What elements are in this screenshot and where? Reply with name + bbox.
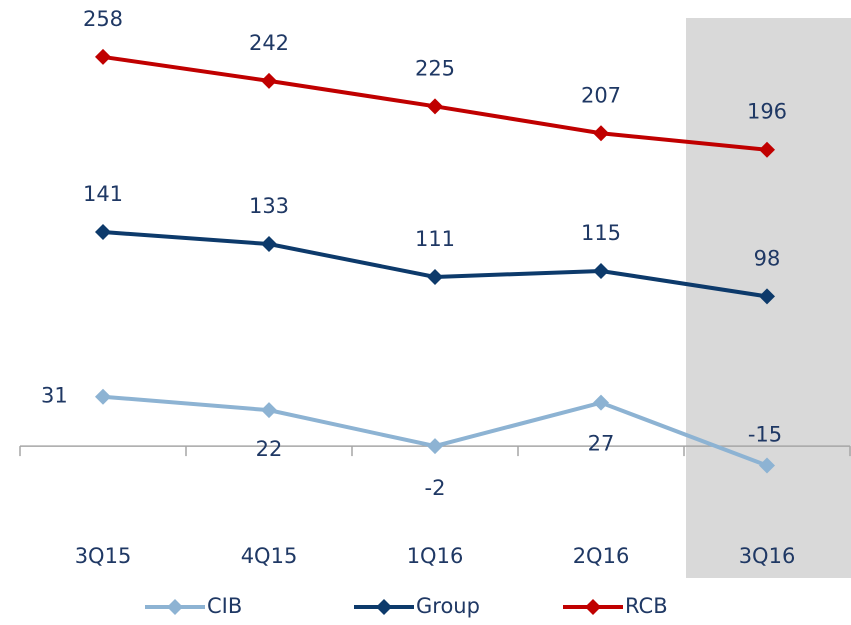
data-label: 31 xyxy=(41,384,68,408)
legend-marker xyxy=(376,599,392,615)
data-label: 141 xyxy=(83,182,123,206)
data-label: 242 xyxy=(249,31,289,55)
data-label: -15 xyxy=(748,423,782,447)
point xyxy=(427,268,443,285)
point xyxy=(427,438,443,455)
x-tick-label: 2Q16 xyxy=(573,544,630,568)
point xyxy=(95,388,111,405)
legend-label: CIB xyxy=(207,594,242,618)
point xyxy=(427,98,443,115)
legend-marker xyxy=(167,599,183,615)
data-label: 225 xyxy=(415,56,455,80)
x-tick-label: 4Q15 xyxy=(241,544,298,568)
data-label: 258 xyxy=(83,7,123,31)
point xyxy=(759,457,775,474)
x-tick-label: 3Q15 xyxy=(75,544,132,568)
point xyxy=(95,224,111,241)
data-label: 111 xyxy=(415,227,455,251)
data-label: 207 xyxy=(581,83,621,107)
point xyxy=(593,262,609,279)
legend-label: Group xyxy=(416,594,480,618)
point xyxy=(261,236,277,253)
x-tick-label: 1Q16 xyxy=(407,544,464,568)
data-label: 27 xyxy=(588,432,615,456)
legend-label: RCB xyxy=(625,594,668,618)
data-label: 115 xyxy=(581,221,621,245)
data-label: -2 xyxy=(425,476,446,500)
point xyxy=(759,288,775,305)
data-label: 98 xyxy=(754,246,781,270)
point xyxy=(593,394,609,411)
point xyxy=(261,72,277,89)
data-label: 133 xyxy=(249,194,289,218)
point xyxy=(759,141,775,158)
x-tick-label: 3Q16 xyxy=(739,544,796,568)
line-cib xyxy=(102,394,768,468)
point xyxy=(593,125,609,142)
data-label: 196 xyxy=(747,100,787,124)
data-label: 22 xyxy=(256,437,283,461)
legend-marker xyxy=(585,599,601,615)
point xyxy=(95,48,111,65)
point xyxy=(261,402,277,419)
